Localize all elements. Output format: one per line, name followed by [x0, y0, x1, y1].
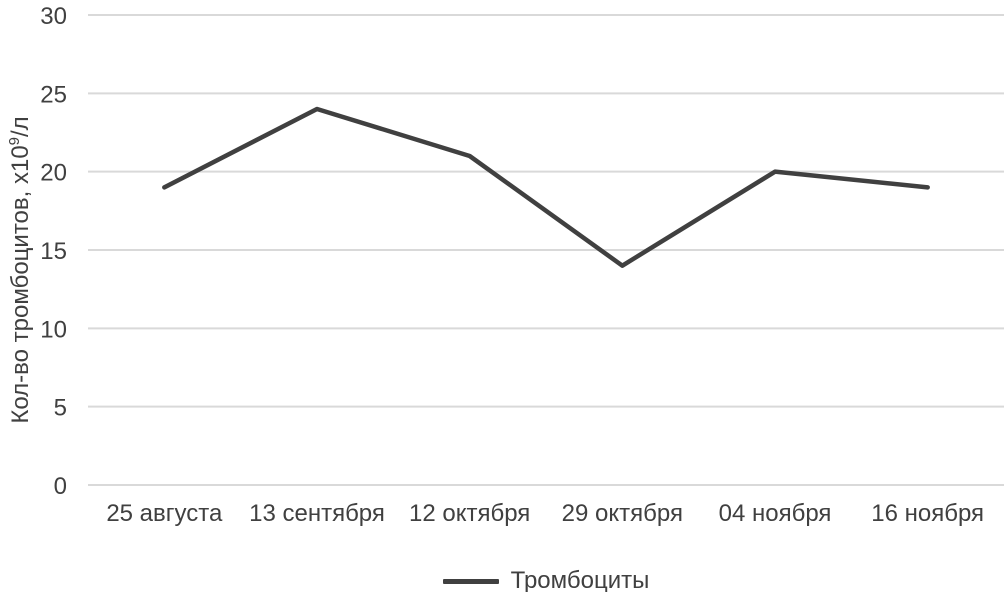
x-axis-label: 12 октября	[409, 500, 530, 527]
legend-line-marker	[442, 578, 499, 584]
x-axis-label: 29 октября	[562, 500, 683, 527]
y-tick-label: 20	[40, 160, 67, 187]
series-line	[162, 106, 930, 268]
x-axis-label: 25 августа	[106, 500, 223, 527]
y-tick-label: 0	[54, 473, 67, 500]
legend-series-label: Тромбоциты	[510, 567, 650, 592]
x-axis-label: 16 ноября	[871, 500, 984, 527]
y-tick-label: 30	[40, 3, 67, 30]
chart-plot-area: 0 5 10 15 20 25 30 25 августа 13 сентября 12 октя…	[7, 3, 1004, 527]
x-axis-label: 04 ноября	[719, 500, 832, 527]
legend: Тромбоциты	[88, 566, 1004, 592]
y-tick-label: 5	[54, 395, 67, 422]
y-tick-label: 10	[40, 316, 67, 343]
y-tick-label: 15	[40, 238, 67, 265]
y-tick-label: 25	[40, 81, 67, 108]
x-axis-label: 13 сентября	[249, 500, 385, 527]
y-axis-title: Кол-во тромбоцитов, х109/л	[7, 116, 34, 423]
